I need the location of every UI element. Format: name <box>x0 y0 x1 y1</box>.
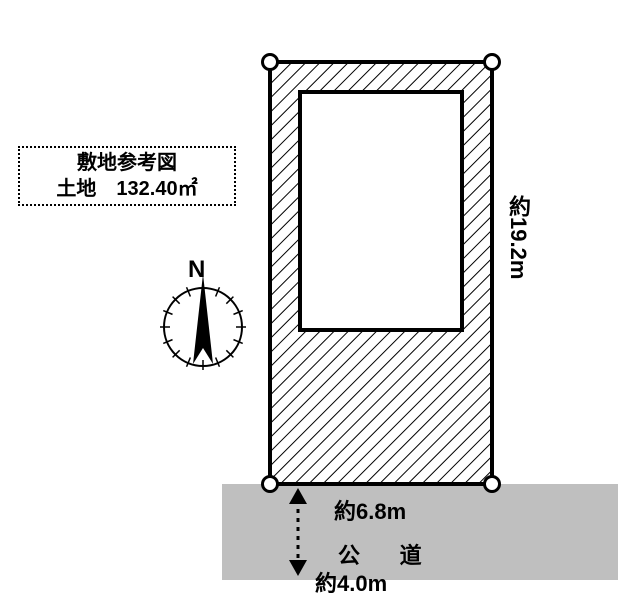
road-width-arrow <box>0 0 618 605</box>
